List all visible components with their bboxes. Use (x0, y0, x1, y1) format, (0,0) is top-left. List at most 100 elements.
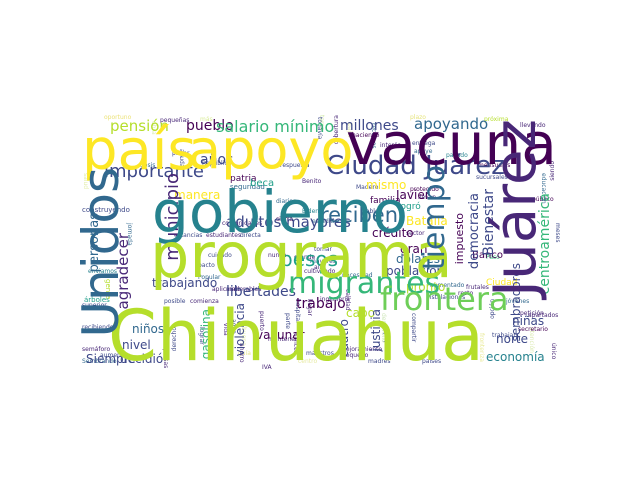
word-desarrollo: desarrollo (380, 313, 387, 343)
word-meses: meses (554, 223, 560, 243)
word-republica: República (202, 160, 232, 167)
word-proxima: próxima (484, 116, 509, 123)
word-vacuna: vacuna (346, 113, 557, 178)
word-interes: interés (380, 142, 401, 149)
word-aire: aire (314, 264, 326, 271)
word-doble: doble (362, 208, 379, 215)
word-superior: superior (82, 302, 107, 309)
word-estudiantes: estudiantes (206, 232, 242, 239)
word-ciudad-juarez: Ciudad Juárez (326, 151, 505, 181)
word-parte: parte (284, 313, 291, 329)
word-grande: grande (294, 254, 316, 261)
word-aumentado: aumentado (430, 282, 465, 289)
word-pension: pensión (110, 117, 169, 135)
word-cloud: oportuno más tarea plazo obra bajar salu… (80, 113, 560, 371)
word-recursos: recursos (370, 123, 377, 149)
word-comunidades: comunidades (222, 220, 263, 227)
word-estudiar: estudiar (312, 218, 337, 225)
word-juarez-vertical: Juárez (481, 119, 549, 298)
word-trabajan: trabajan (492, 332, 518, 339)
word-frutales: frutales (466, 284, 489, 291)
word-paises: países (422, 358, 442, 365)
word-maestros: maestros (306, 350, 334, 357)
word-semaforo: semáforo (82, 346, 111, 353)
word-millones: millones (340, 118, 399, 134)
word-cabo: cabo (346, 306, 375, 320)
word-ninos: niños (132, 322, 165, 336)
word-chihuahua: Chihuahua (108, 295, 484, 371)
word-aplicando: aplicando (212, 286, 242, 293)
word-madres: madres (368, 358, 391, 365)
word-obra: obra (150, 121, 157, 135)
word-resto: resto (458, 290, 474, 297)
word-frontera: frontera (380, 280, 509, 318)
word-frontera-small: fronteriza (478, 333, 485, 362)
word-protegido: protegido (410, 186, 439, 193)
word-javier: Javier (396, 188, 430, 202)
word-popular: Popular (198, 274, 221, 281)
word-migrantes: migrantes (288, 266, 441, 301)
word-pasado: pasado (446, 152, 468, 159)
word-familia: familia (370, 196, 401, 206)
word-mensuales: mensuales (478, 162, 511, 169)
word-pagar: pagar (172, 150, 190, 157)
word-lograr: lograr (198, 327, 205, 345)
word-educacion: educación (540, 173, 547, 204)
word-paso: Paso (486, 254, 500, 261)
word-todavia: todavía (316, 117, 323, 140)
word-tomar: tomar (314, 246, 333, 253)
word-respuesta: respuesta (280, 162, 310, 169)
word-economia: economía (486, 350, 545, 364)
word-diarios: diarios (276, 198, 297, 205)
word-adultos-mayores: adultos mayores (226, 213, 351, 231)
word-puerto: puerto (258, 311, 265, 331)
word-sierra: sierra (276, 216, 293, 223)
word-publico: público (532, 196, 554, 203)
word-compartir: compartir (410, 313, 417, 343)
word-pais: país (82, 118, 197, 183)
word-vacunar: vacunar (256, 328, 305, 342)
word-mismo: mismo (366, 178, 407, 192)
word-peticion: petición (520, 310, 544, 317)
word-mantener: mantener (268, 336, 298, 343)
word-dolares: dólares (396, 252, 440, 266)
word-bueno: bueno (240, 327, 247, 346)
word-patria: patria (230, 174, 257, 184)
word-unico: único (550, 343, 557, 360)
word-nivel: nivel (122, 338, 151, 352)
word-pesos: pesos (280, 247, 339, 271)
word-credito: crédito (372, 226, 414, 240)
word-gente: gente (104, 279, 112, 300)
word-cancer: cáncer (292, 333, 299, 354)
word-llegar: llegar (306, 299, 313, 316)
word-ninas: niñas (512, 314, 545, 328)
word-llevando: llevando (520, 122, 546, 129)
word-salario-minimo: salario mínimo (216, 117, 335, 136)
word-pronto: pronto (406, 280, 446, 294)
word-batalla: Batalla (406, 214, 448, 228)
word-tarea: tarea (318, 115, 325, 131)
word-norte: norte (496, 332, 528, 346)
word-siempre: Siempre (86, 352, 136, 366)
word-aumentar: aumentar (100, 352, 130, 359)
word-construyendo: construyendo (82, 206, 130, 214)
word-llevan: llevan (418, 194, 437, 201)
word-estancias: estancias (174, 232, 203, 239)
word-sector: sector (406, 230, 425, 237)
word-hacer: hacer (89, 231, 96, 248)
word-reciben: reciben (320, 203, 399, 227)
word-maderables: maderables (226, 286, 262, 293)
word-mejoramiento: mejoramiento (340, 346, 383, 353)
word-vida: vida (222, 323, 229, 336)
word-posible: posible (164, 298, 186, 305)
word-salud: salud (82, 173, 89, 190)
word-manera: manera (174, 188, 221, 202)
word-centro: centro (298, 358, 318, 365)
word-tiempo: tiempo (417, 165, 452, 271)
word-apartados: apartados (528, 312, 559, 319)
word-biden: Biden (302, 208, 320, 215)
word-apoye: apoye (414, 148, 433, 155)
word-libertades: libertades (226, 284, 296, 300)
word-sembrando: Sembrando (82, 358, 117, 365)
word-hospital: hospital (294, 299, 301, 323)
